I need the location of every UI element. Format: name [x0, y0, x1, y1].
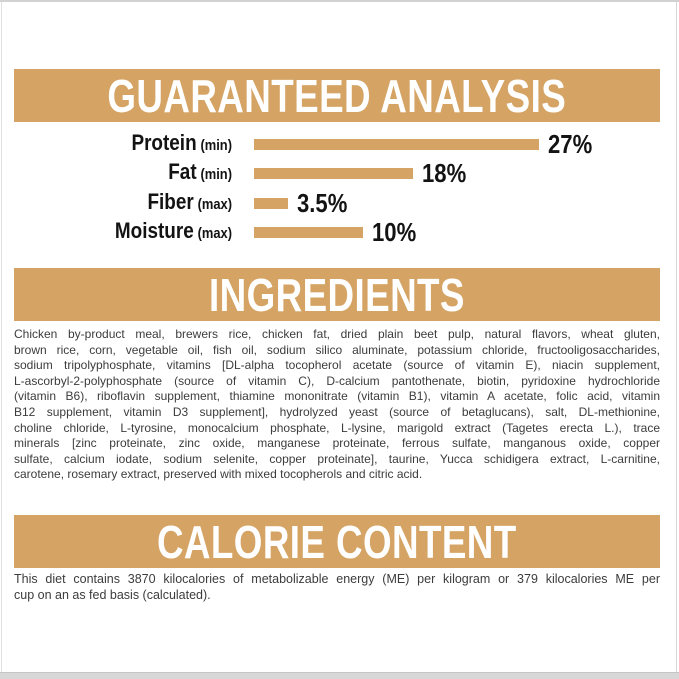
nutrient-bar — [254, 138, 539, 150]
nutrient-value: 18% — [422, 157, 467, 188]
left-border — [1, 2, 2, 673]
nutrient-value: 27% — [548, 128, 593, 159]
analysis-row-fiber: Fiber (max) 3.5% — [14, 188, 660, 218]
analysis-row-moisture: Moisture (max) 10% — [14, 217, 660, 247]
guaranteed-analysis-banner: GUARANTEED ANALYSIS — [14, 69, 660, 122]
nutrient-value: 3.5% — [297, 187, 348, 218]
ingredients-line: Chicken by-product meal, brewers rice, c… — [14, 327, 660, 341]
nutrient-label: Fat (min) — [168, 158, 232, 184]
ingredients-line: brown rice, corn, vegetable oil, fish oi… — [14, 342, 660, 357]
guaranteed-analysis-title: GUARANTEED ANALYSIS — [107, 69, 567, 122]
top-edge-strip — [0, 0, 679, 2]
right-border — [676, 2, 677, 673]
ingredients-banner: INGREDIENTS — [14, 268, 660, 321]
bottom-border-line — [0, 672, 679, 673]
calorie-content-title: CALORIE CONTENT — [157, 515, 517, 568]
calorie-content-banner: CALORIE CONTENT — [14, 515, 660, 568]
nutrient-bar — [254, 167, 413, 179]
calorie-line: This diet contains 3870 kilocalories of … — [14, 572, 660, 586]
analysis-row-fat: Fat (min) 18% — [14, 158, 660, 188]
ingredients-text: Chicken by-product meal, brewers rice, c… — [14, 327, 660, 483]
nutrient-label: Moisture (max) — [114, 217, 232, 243]
ingredients-line: L-ascorbyl-2-polyphosphate (source of vi… — [14, 373, 660, 388]
ingredients-line: (vitamin B6), riboflavin supplement, thi… — [14, 389, 660, 404]
nutrient-bar — [254, 197, 288, 209]
ingredients-line: sulfate, calcium iodate, sodium selenite… — [14, 451, 660, 466]
nutrient-value: 10% — [372, 216, 417, 247]
ingredients-line: carotene, rosemary extract, preserved wi… — [14, 467, 423, 482]
calorie-line: cup on an as fed basis (calculated). — [14, 588, 211, 603]
calorie-content-text: This diet contains 3870 kilocalories of … — [14, 571, 660, 603]
ingredients-title: INGREDIENTS — [209, 268, 465, 321]
ingredients-line: minerals [zinc proteinate, zinc oxide, m… — [14, 436, 660, 451]
nutrient-label: Fiber (max) — [147, 188, 232, 214]
nutrient-bar — [254, 226, 363, 238]
analysis-row-protein: Protein (min) 27% — [14, 129, 660, 159]
nutrient-label: Protein (min) — [131, 129, 232, 155]
ingredients-line: sodium tripolyphosphate, vitamins [DL-al… — [14, 358, 660, 373]
ingredients-line: B12 supplement, vitamin D3 supplement], … — [14, 404, 660, 419]
ingredients-line: choline chloride, L-tyrosine, monocalciu… — [14, 420, 660, 435]
bottom-edge-strip — [0, 673, 679, 679]
